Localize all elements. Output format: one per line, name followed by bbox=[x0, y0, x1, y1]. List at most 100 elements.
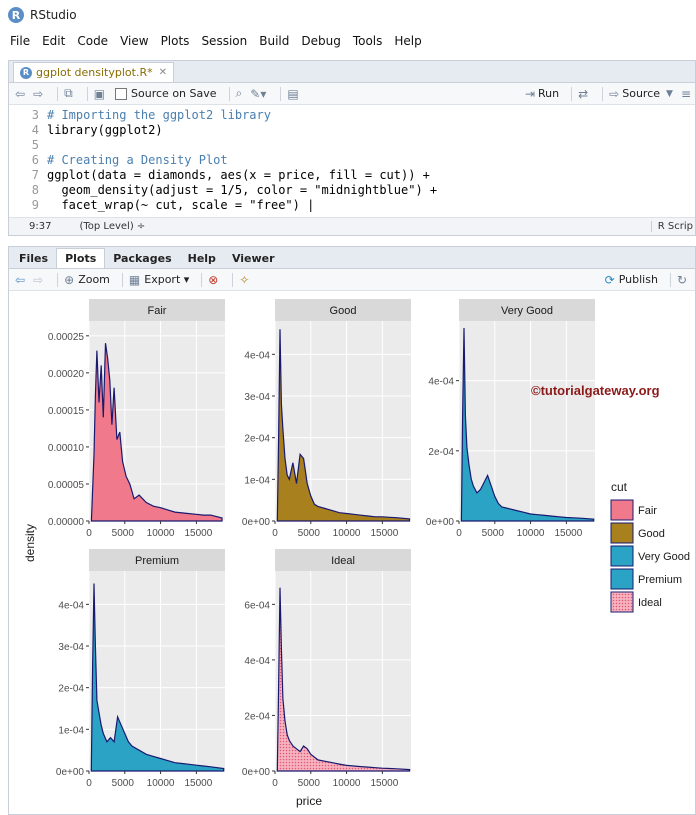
code-line: 7 ggplot(data = diamonds, aes(x = price, … bbox=[9, 168, 695, 183]
menu-build[interactable]: Build bbox=[259, 34, 290, 48]
forward-arrow-icon[interactable]: ⇨ bbox=[33, 86, 44, 101]
source-button[interactable]: Source bbox=[622, 87, 661, 100]
magic-wand-icon[interactable]: ✎▾ bbox=[250, 86, 267, 101]
density-area-ideal bbox=[276, 587, 411, 772]
tab-packages[interactable]: Packages bbox=[113, 251, 172, 265]
tab-plots[interactable]: Plots bbox=[56, 248, 106, 268]
menu-plots[interactable]: Plots bbox=[160, 34, 190, 48]
y-tick-label: 0e+00 bbox=[426, 517, 455, 528]
editor-toolbar-right: ⇥ Run ⇄ ⇨ Source ▼ ≡ bbox=[525, 86, 695, 101]
y-tick-label: 0e+00 bbox=[56, 767, 85, 778]
publish-button[interactable]: Publish bbox=[618, 273, 658, 286]
code-text: # Creating a Density Plot bbox=[47, 153, 228, 167]
tab-help[interactable]: Help bbox=[187, 251, 216, 265]
y-tick-label: 3e-04 bbox=[244, 392, 270, 403]
density-area-good bbox=[276, 329, 411, 522]
code-line: 3 # Importing the ggplot2 library bbox=[9, 108, 695, 123]
y-tick-label: 0.00000 bbox=[48, 517, 85, 528]
chevron-down-icon[interactable]: ▼ bbox=[666, 88, 673, 99]
menu-debug[interactable]: Debug bbox=[301, 34, 341, 48]
back-arrow-icon[interactable]: ⇦ bbox=[15, 86, 26, 101]
outline-icon[interactable]: ≡ bbox=[680, 86, 691, 101]
toolbar-divider bbox=[57, 272, 59, 287]
close-icon[interactable]: ✕ bbox=[158, 67, 167, 78]
y-axis-label: density bbox=[23, 524, 37, 562]
remove-plot-icon[interactable]: ⊗ bbox=[208, 272, 219, 287]
facet-label: Good bbox=[330, 305, 357, 317]
y-tick-label: 4e-04 bbox=[428, 377, 454, 388]
y-tick-label: 0.00025 bbox=[48, 332, 85, 343]
compile-report-icon[interactable]: ▤ bbox=[287, 86, 299, 101]
show-in-window-icon[interactable]: ⧉ bbox=[64, 86, 73, 100]
editor-file-tab[interactable]: R ggplot densityplot.R* ✕ bbox=[13, 62, 174, 82]
y-tick-label: 2e-04 bbox=[428, 447, 454, 458]
x-tick-label: 15000 bbox=[554, 528, 582, 539]
plots-tab-strip: Files Plots Packages Help Viewer bbox=[9, 247, 695, 269]
toolbar-divider bbox=[57, 86, 59, 101]
save-icon[interactable]: ▣ bbox=[93, 86, 106, 101]
menu-code[interactable]: Code bbox=[77, 34, 109, 48]
run-button[interactable]: Run bbox=[538, 87, 560, 100]
tab-files[interactable]: Files bbox=[19, 251, 49, 265]
line-number: 9 bbox=[31, 198, 39, 212]
x-tick-label: 5000 bbox=[298, 778, 321, 789]
line-number: 4 bbox=[31, 123, 39, 137]
watermark-text: ©tutorialgateway.org bbox=[531, 383, 660, 398]
legend-key bbox=[610, 591, 634, 613]
facet-strip bbox=[89, 299, 225, 321]
density-area-very-good bbox=[460, 327, 595, 522]
code-text: library(ggplot2) bbox=[47, 123, 163, 137]
rerun-icon[interactable]: ⇄ bbox=[578, 86, 589, 101]
toolbar-divider bbox=[86, 86, 88, 101]
export-button[interactable]: Export ▾ bbox=[144, 273, 190, 286]
x-tick-label: 10000 bbox=[333, 778, 361, 789]
facet-label: Fair bbox=[148, 305, 167, 317]
density-area-fair bbox=[90, 343, 223, 522]
menu-view[interactable]: View bbox=[120, 34, 149, 48]
toolbar-divider bbox=[232, 272, 234, 287]
y-tick-label: 4e-04 bbox=[244, 350, 270, 361]
menu-session[interactable]: Session bbox=[201, 34, 248, 48]
density-facet-chart: Fair 0.00000 0.00005 0.00010 0.00015 0.00020 0… bbox=[23, 299, 690, 808]
y-tick-label: 0.00020 bbox=[48, 369, 85, 380]
toolbar-divider bbox=[571, 86, 573, 101]
source-on-save-checkbox[interactable] bbox=[115, 87, 128, 100]
menu-file[interactable]: File bbox=[10, 34, 31, 48]
plots-toolbar-right: ⟳ Publish ↻ bbox=[605, 272, 695, 287]
code-editor[interactable]: 3 # Importing the ggplot2 library 4 library… bbox=[9, 105, 695, 213]
facet-label: Very Good bbox=[501, 305, 553, 317]
zoom-button[interactable]: Zoom bbox=[78, 273, 110, 286]
menu-edit[interactable]: Edit bbox=[42, 34, 66, 48]
y-tick-label: 1e-04 bbox=[58, 725, 84, 736]
y-tick-label: 6e-04 bbox=[244, 600, 270, 611]
x-tick-label: 5000 bbox=[112, 528, 135, 539]
editor-toolbar: ⇦ ⇨ ⧉ ▣ Source on Save ⌕ ✎▾ ▤ ⇥ Run ⇄ ⇨ … bbox=[9, 83, 695, 105]
refresh-icon[interactable]: ↻ bbox=[676, 272, 687, 287]
scope-selector[interactable]: (Top Level) ÷ bbox=[79, 221, 146, 232]
x-tick-label: 10000 bbox=[517, 528, 545, 539]
legend-entry-label: Good bbox=[638, 528, 665, 540]
menu-help[interactable]: Help bbox=[394, 34, 422, 48]
code-line: 4 library(ggplot2) bbox=[9, 123, 695, 138]
previous-plot-icon[interactable]: ⇦ bbox=[15, 272, 26, 287]
x-tick-label: 0 bbox=[272, 528, 278, 539]
y-tick-label: 4e-04 bbox=[244, 656, 270, 667]
tab-viewer[interactable]: Viewer bbox=[231, 251, 275, 265]
menu-tools[interactable]: Tools bbox=[352, 34, 383, 48]
next-plot-icon[interactable]: ⇨ bbox=[33, 272, 44, 287]
file-type-selector[interactable]: R Scrip bbox=[650, 221, 695, 232]
plots-toolbar: ⇦ ⇨ ⊕ Zoom ▦ Export ▾ ⊗ ✧ ⟳ Publish ↻ bbox=[9, 269, 695, 291]
code-text: geom_density(adjust = 1/5, color = "midn… bbox=[47, 183, 438, 197]
x-tick-label: 15000 bbox=[370, 778, 398, 789]
x-tick-label: 0 bbox=[456, 528, 462, 539]
facet-strip bbox=[275, 299, 411, 321]
clear-all-broom-icon[interactable]: ✧ bbox=[239, 272, 250, 287]
x-tick-label: 10000 bbox=[333, 528, 361, 539]
facet-label: Ideal bbox=[331, 555, 355, 567]
source-on-save-label: Source on Save bbox=[131, 87, 217, 100]
legend-entry-label: Premium bbox=[638, 574, 682, 586]
search-icon[interactable]: ⌕ bbox=[235, 86, 243, 100]
toolbar-divider bbox=[228, 86, 230, 101]
code-line: 8 geom_density(adjust = 1/5, color = "mi… bbox=[9, 183, 695, 198]
legend-key bbox=[610, 522, 634, 544]
